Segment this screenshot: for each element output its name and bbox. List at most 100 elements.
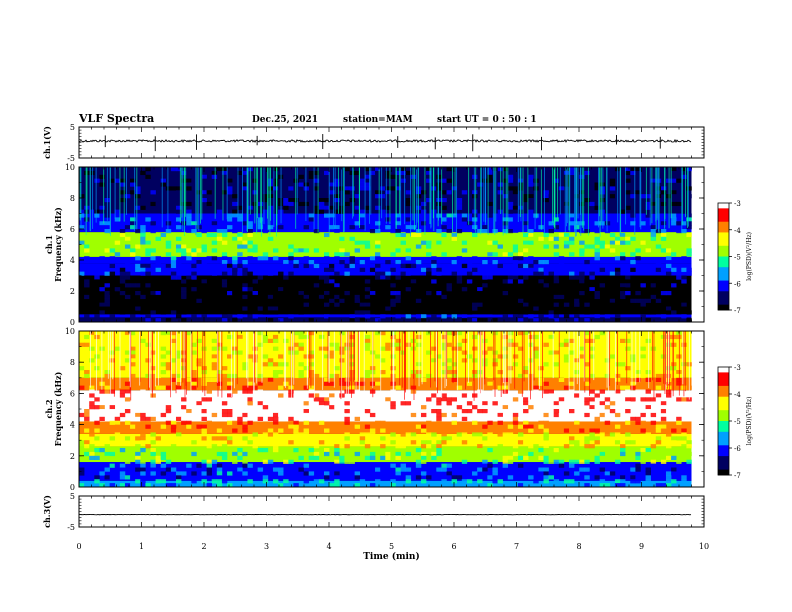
spectrogram-cell	[140, 170, 146, 176]
spectrogram-cell	[420, 318, 427, 323]
spectrogram-cell	[313, 475, 320, 480]
spectrogram-cell	[150, 440, 156, 445]
spectrogram-cell	[655, 283, 662, 288]
spectrogram-cell	[517, 346, 524, 351]
spectrogram-cell	[186, 420, 192, 425]
spectrogram-cell	[89, 306, 95, 311]
spectrogram-cell	[390, 475, 396, 480]
spectrogram-cell	[579, 252, 585, 257]
spectrogram-cell	[385, 170, 391, 176]
spectrogram-cell	[650, 283, 657, 288]
spectrogram-cell	[441, 225, 447, 230]
spectrogram-cell	[579, 397, 585, 402]
spectrogram-cell	[175, 354, 182, 359]
spectrogram-cell	[380, 213, 386, 218]
spectrogram-cell	[165, 381, 172, 386]
spectrogram-cell	[94, 267, 100, 272]
spectrogram-cell	[543, 479, 549, 484]
spectrogram-cell	[548, 291, 554, 296]
spectrogram-cell	[477, 302, 483, 307]
spectrogram-cell	[390, 252, 396, 257]
spectrogram-cell	[681, 291, 687, 296]
spectrogram-cell	[160, 182, 167, 187]
spectrogram-cell	[140, 471, 146, 476]
spectrogram-cell	[369, 291, 376, 296]
spectrogram-cell	[150, 201, 156, 207]
spectrogram-cell	[426, 279, 432, 284]
spectrogram-cell	[487, 178, 493, 183]
spectrogram-cell	[635, 167, 641, 172]
spectrogram-cell	[206, 409, 213, 414]
x-tick-label: 1	[139, 542, 144, 551]
spectrogram-cell	[247, 397, 253, 402]
spectrogram-cell	[589, 346, 595, 351]
colorbar-cell	[718, 394, 729, 398]
spectrogram-cell	[94, 279, 100, 284]
spectrogram-cell	[160, 479, 167, 484]
spectrogram-cell	[574, 471, 580, 476]
spectrogram-cell	[620, 448, 626, 453]
spectrogram-cell	[124, 294, 131, 300]
spectrogram-cell	[150, 346, 156, 351]
spectrogram-cell	[257, 381, 264, 386]
spectrogram-cell	[318, 240, 325, 245]
spectrogram-cell	[124, 334, 131, 340]
spectrogram-cell	[84, 440, 90, 445]
spectrogram-cell	[630, 170, 636, 176]
spectrogram-cell	[676, 420, 682, 425]
spectrogram-cell	[298, 190, 304, 195]
spectrogram-cell	[232, 260, 238, 265]
spectrogram-cell	[660, 225, 667, 230]
spectrogram-cell	[502, 463, 509, 468]
spectrogram-cell	[324, 287, 330, 292]
spectrogram-cell	[563, 275, 570, 280]
spectrogram-cell	[655, 385, 662, 390]
spectrogram-cell	[221, 366, 228, 371]
spectrogram-cell	[543, 448, 549, 453]
spectrogram-cell	[119, 190, 126, 195]
spectrogram-cell	[308, 483, 315, 488]
spectrogram-cell	[380, 225, 386, 230]
spectrogram-cell	[308, 170, 315, 176]
spectrogram-cell	[420, 397, 427, 402]
colorbar-cell	[718, 402, 729, 406]
spectrogram-cell	[584, 279, 590, 284]
spectrogram-cell	[441, 412, 447, 418]
spectrogram-cell	[512, 248, 519, 253]
spectrogram-cell	[89, 190, 95, 195]
spectrogram-cell	[293, 412, 299, 418]
spectrogram-cell	[221, 455, 228, 460]
spectrogram-cell	[660, 186, 667, 191]
spectrogram-cell	[517, 314, 524, 319]
spectrogram-cell	[339, 279, 345, 284]
spectrogram-cell	[375, 271, 381, 276]
spectrogram-cell	[186, 232, 192, 238]
spectrogram-cell	[620, 256, 626, 261]
spectrogram-cell	[232, 167, 238, 172]
spectrogram-cell	[487, 229, 493, 234]
spectrogram-cell	[89, 358, 95, 363]
spectrogram-cell	[165, 260, 172, 265]
spectrogram-cell	[579, 354, 585, 359]
spectrogram-cell	[385, 271, 391, 276]
spectrogram-cell	[257, 221, 264, 226]
spectrogram-cell	[232, 318, 238, 323]
spectrogram-cell	[553, 275, 560, 280]
spectrogram-cell	[517, 263, 524, 269]
spectrogram-cell	[466, 428, 473, 433]
spectrogram-cell	[104, 294, 110, 300]
spectrogram-cell	[324, 275, 330, 280]
spectrogram-cell	[308, 232, 315, 238]
spectrogram-cell	[170, 358, 177, 363]
spectrogram-cell	[354, 217, 361, 222]
spectrogram-cell	[109, 420, 116, 425]
spectrogram-cell	[477, 198, 483, 203]
spectrogram-cell	[94, 448, 100, 453]
spectrogram-cell	[426, 440, 432, 445]
spectrogram-cell	[599, 389, 606, 394]
spectrogram-cell	[574, 283, 580, 288]
spectrogram-cell	[262, 354, 269, 359]
spectrogram-cell	[523, 306, 529, 311]
spectrogram-cell	[267, 459, 274, 464]
spectrogram-cell	[579, 201, 585, 207]
